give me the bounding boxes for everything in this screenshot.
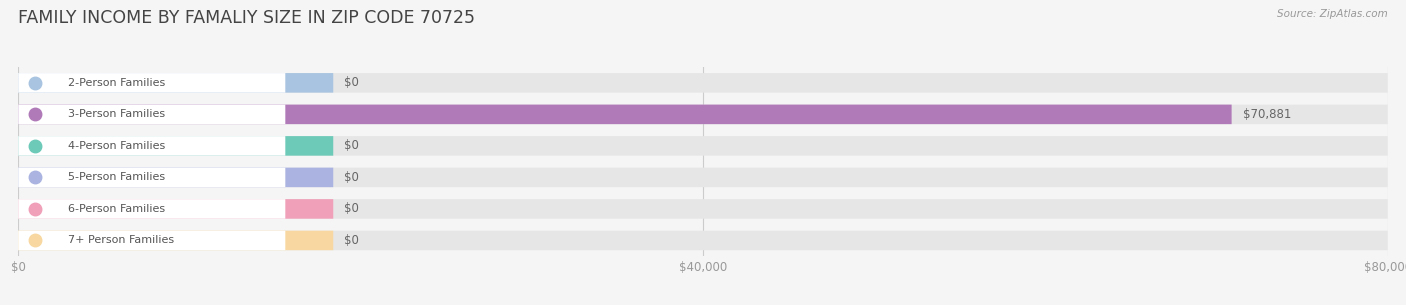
FancyBboxPatch shape [18,168,285,187]
FancyBboxPatch shape [18,136,333,156]
Text: 5-Person Families: 5-Person Families [67,172,165,182]
Text: $0: $0 [344,171,359,184]
Text: $0: $0 [344,203,359,215]
FancyBboxPatch shape [18,231,333,250]
FancyBboxPatch shape [18,199,1388,219]
FancyBboxPatch shape [18,105,1232,124]
FancyBboxPatch shape [18,199,333,219]
Text: $0: $0 [344,139,359,152]
Text: FAMILY INCOME BY FAMALIY SIZE IN ZIP CODE 70725: FAMILY INCOME BY FAMALIY SIZE IN ZIP COD… [18,9,475,27]
FancyBboxPatch shape [18,168,333,187]
FancyBboxPatch shape [18,136,285,156]
Text: 4-Person Families: 4-Person Families [67,141,165,151]
Text: 3-Person Families: 3-Person Families [67,109,165,119]
FancyBboxPatch shape [18,199,285,219]
Text: 7+ Person Families: 7+ Person Families [67,235,174,246]
FancyBboxPatch shape [18,231,1388,250]
Text: $0: $0 [344,234,359,247]
Text: $0: $0 [344,76,359,89]
FancyBboxPatch shape [18,105,285,124]
FancyBboxPatch shape [18,231,285,250]
FancyBboxPatch shape [18,73,1388,93]
FancyBboxPatch shape [18,73,333,93]
Text: 6-Person Families: 6-Person Families [67,204,165,214]
Text: Source: ZipAtlas.com: Source: ZipAtlas.com [1277,9,1388,19]
Text: 2-Person Families: 2-Person Families [67,78,165,88]
FancyBboxPatch shape [18,136,1388,156]
FancyBboxPatch shape [18,105,1388,124]
FancyBboxPatch shape [18,168,1388,187]
FancyBboxPatch shape [18,73,285,93]
Text: $70,881: $70,881 [1243,108,1291,121]
